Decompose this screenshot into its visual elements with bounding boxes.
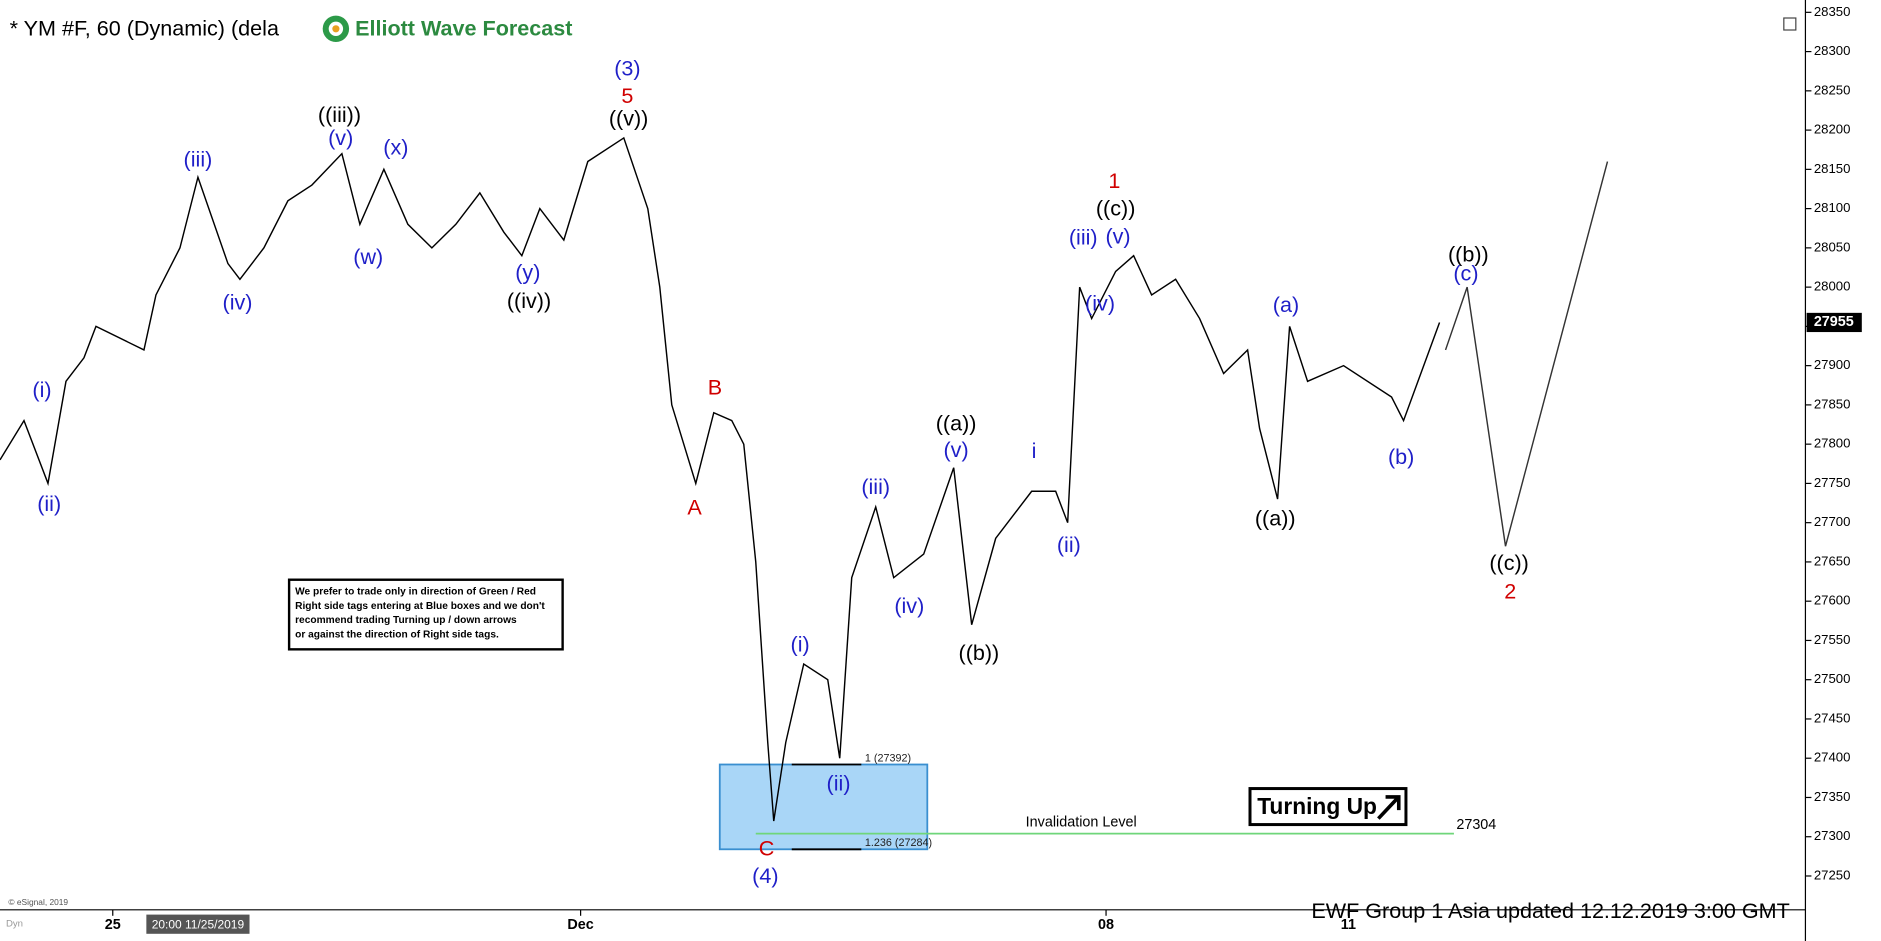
wave-label: 2 [1504,579,1516,604]
price-line [1444,161,1609,547]
y-tick-label: 27450 [1814,710,1851,725]
footer: EWF Group 1 Asia updated 12.12.2019 3:00… [1311,898,1789,923]
wave-label: ((a)) [1255,505,1296,530]
y-tick-label: 28150 [1814,161,1851,176]
wave-label: ((v)) [609,106,649,131]
x-tick-label: 25 [105,917,121,933]
y-tick-label: 27800 [1814,436,1851,451]
wave-label: (iii) [184,147,213,172]
wave-label: ((a)) [936,411,977,436]
y-tick-label: 27250 [1814,867,1851,882]
y-tick-label: 27750 [1814,475,1851,490]
wave-label: (v) [328,125,353,150]
wave-label: (v) [1105,223,1130,248]
y-tick-label: 28350 [1814,4,1851,19]
logo-icon-dot [332,25,340,33]
y-tick-label: 28300 [1814,43,1851,58]
wave-label: (3) [614,55,640,80]
y-tick-label: 28050 [1814,239,1851,254]
wave-label: ((b)) [1448,241,1489,266]
wave-label: (a) [1273,292,1299,317]
note-line: or against the direction of Right side t… [295,630,499,641]
y-tick-label: 28200 [1814,122,1851,137]
y-tick-label: 27900 [1814,357,1851,372]
wave-label: (i) [791,631,810,656]
y-tick-label: 27350 [1814,789,1851,804]
wave-label: (ii) [1057,532,1081,557]
y-tick-label: 28250 [1814,82,1851,97]
last-price-label: 27955 [1814,314,1854,330]
signal-text: Turning Up [1257,793,1377,819]
x-tick-label: 08 [1098,917,1114,933]
x-tick-label: 11 [1341,917,1356,933]
wave-label: i [1032,438,1037,463]
logo-text: Elliott Wave Forecast [355,16,572,41]
cursor-label: 20:00 11/25/2019 [152,918,245,932]
wave-label: ((iii)) [318,102,361,127]
fib-label: 1 (27392) [865,752,911,764]
logo-bg [316,10,593,47]
wave-label: ((b)) [959,640,1000,665]
wave-label: A [687,495,702,520]
y-tick-label: 27300 [1814,828,1851,843]
last-price-box [1806,312,1862,333]
wave-label: 5 [621,83,633,108]
wave-label: (4) [752,863,778,888]
y-tick-label: 27700 [1814,514,1851,529]
note-line: We prefer to trade only in direction of … [295,586,536,597]
wave-label: (iv) [894,593,924,618]
wave-label: (w) [353,244,383,269]
copyright: © eSignal, 2019 [8,897,68,907]
invalidation-label: Invalidation Level [1026,815,1137,831]
window-icon [1783,17,1797,31]
wave-label: (c) [1453,261,1478,286]
x-tick-label: Dec [567,917,593,933]
wave-label: B [708,375,722,400]
wave-label: (iii) [861,474,890,499]
y-tick-label: 28100 [1814,200,1851,215]
y-tick-label: 27850 [1814,396,1851,411]
y-tick-label: 28000 [1814,279,1851,294]
wave-label: (ii) [37,491,61,516]
wave-label: (v) [944,437,969,462]
y-tick-label: 27500 [1814,671,1851,686]
fib-label: 1.236 (27284) [865,837,932,849]
y-tick-label: 27600 [1814,593,1851,608]
price-line [0,136,1441,822]
wave-label: ((iv)) [507,288,551,313]
signal-arrow [1377,795,1401,820]
wave-label: (i) [32,377,51,402]
note-line: Right side tags entering at Blue boxes a… [295,601,545,612]
wave-label: (iv) [223,289,253,314]
blue-box [718,763,929,851]
wave-label: ((c)) [1096,196,1136,221]
corner-label: Dyn [6,919,23,930]
y-tick-label: 27650 [1814,553,1851,568]
wave-label: C [759,835,775,860]
invalidation-value: 27304 [1456,817,1496,833]
note-box [287,578,564,651]
wave-label: (b) [1388,444,1414,469]
wave-label: ((c)) [1489,550,1529,575]
wave-label: (y) [515,259,540,284]
wave-label: (iv) [1085,291,1115,316]
wave-label: (ii) [827,771,851,796]
cursor-box [146,914,250,934]
note-line: recommend trading Turning up / down arro… [295,615,517,626]
wave-label: 1 [1108,168,1120,193]
y-tick-label: 27400 [1814,750,1851,765]
wave-label: (iii) [1069,225,1098,250]
y-tick-label: 27550 [1814,632,1851,647]
chart-title: * YM #F, 60 (Dynamic) (dela [10,16,279,41]
wave-label: (x) [383,135,408,160]
